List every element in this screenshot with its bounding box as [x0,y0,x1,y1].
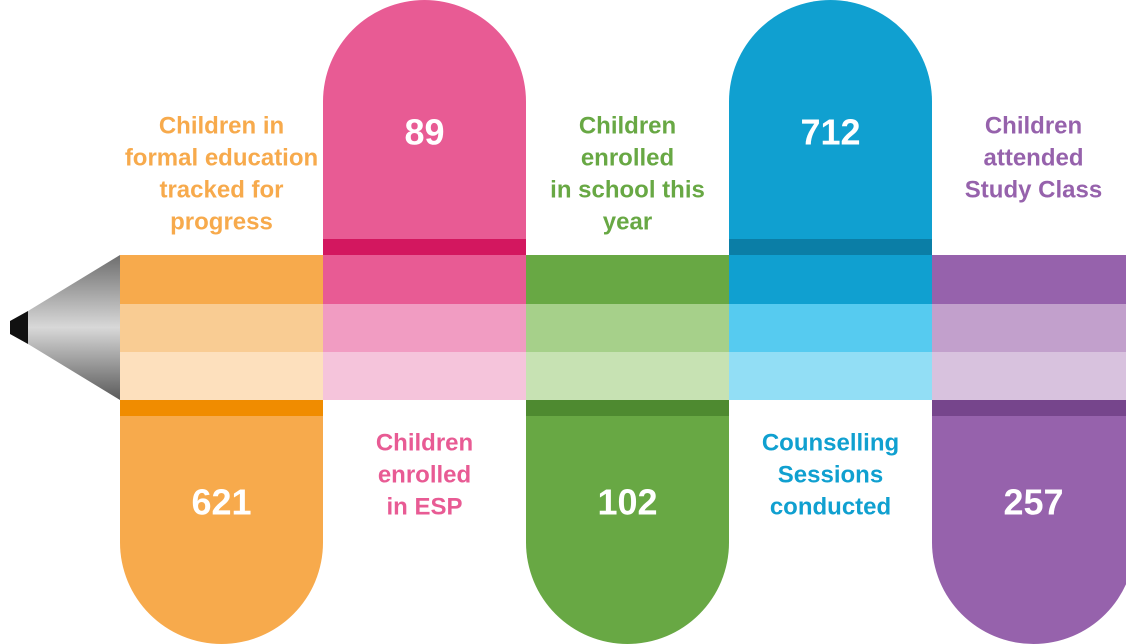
infographic: 621 Children in formal education tracked fo… [0,0,1126,644]
label-line: in ESP [386,493,462,520]
stripe [526,255,729,304]
label-line: formal education [125,144,318,171]
label-line: enrolled [581,144,674,171]
label-line: progress [170,208,273,235]
value: 712 [800,112,860,153]
pill-band [120,400,323,416]
label-line: Study Class [965,176,1102,203]
stripe [323,352,526,400]
stripe [120,352,323,400]
label-line: attended [983,144,1083,171]
value: 89 [404,112,444,153]
pencil-tip [10,311,28,344]
value: 102 [597,482,657,523]
stripe [932,255,1126,304]
value: 257 [1003,482,1063,523]
stripe [120,304,323,352]
pill-band [526,400,729,416]
label-line: Children [985,112,1082,139]
label-line: Counselling [762,429,899,456]
label-line: conducted [770,493,891,520]
label-line: Sessions [778,461,883,488]
pill-band [729,239,932,255]
label-line: enrolled [378,461,471,488]
label-line: Children [376,429,473,456]
stripe [323,255,526,304]
columns: 621 Children in formal education tracked fo… [120,0,1126,644]
stripe [729,352,932,400]
label-line: tracked for [159,176,283,203]
label-line: year [603,208,652,235]
stripe [526,352,729,400]
stripe [729,255,932,304]
label-line: Children in [159,112,284,139]
value: 621 [191,482,251,523]
stripe [932,304,1126,352]
pill-band [323,239,526,255]
pill-band [932,400,1126,416]
stripe [526,304,729,352]
stripe [323,304,526,352]
label-line: in school this [550,176,705,203]
stripe [729,304,932,352]
stripe [932,352,1126,400]
pencil-wood [28,255,120,400]
label-line: Children [579,112,676,139]
stripe [120,255,323,304]
